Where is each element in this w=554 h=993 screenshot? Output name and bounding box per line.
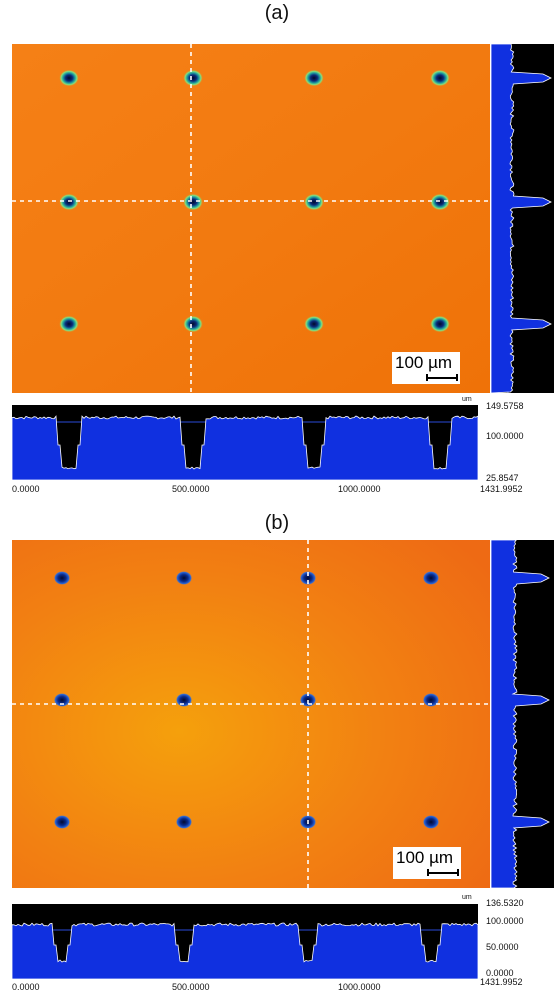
- hole-r0-c1: [183, 69, 203, 87]
- panel-b-unit: um: [462, 894, 472, 901]
- panel-a-unit: um: [462, 396, 472, 403]
- panel-b-ztick-0: 0.0000: [486, 968, 514, 978]
- panel-b-ztick-100: 100.0000: [486, 916, 524, 926]
- panel-b-map-svg: [12, 540, 490, 888]
- hole-r2-c1: [176, 815, 192, 829]
- panel-b-label: (b): [264, 512, 290, 534]
- panel-a-height-map: 100 µm: [12, 44, 490, 393]
- panel-a-ztick-max: 149.5758: [486, 401, 524, 411]
- panel-a-scalebar: 100 µm: [392, 352, 460, 384]
- panel-b-horizontal-profile: [12, 904, 478, 979]
- panel-a-background: [12, 44, 490, 393]
- panel-b-xtick-max: 1431.9952: [480, 977, 523, 987]
- panel-a-horizontal-profile: [12, 405, 478, 480]
- hole-r0-c2: [304, 69, 324, 87]
- panel-b-ztick-max: 136.5320: [486, 898, 524, 908]
- panel-a-vprofile-trace: [491, 44, 552, 393]
- panel-b-scalebar-line: [427, 872, 459, 874]
- hole-r2-c1: [183, 315, 203, 333]
- panel-b-ztick-50: 50.0000: [486, 942, 519, 952]
- panel-a-vertical-profile-svg: [491, 44, 552, 393]
- hole-r2-c0: [59, 315, 79, 333]
- panel-b-height-map: 100 µm: [12, 540, 490, 888]
- panel-b-scalebar-end-right: [457, 869, 459, 876]
- panel-a-horizontal-profile-svg: [12, 415, 478, 480]
- panel-a-ztick-min: 25.8547: [486, 473, 519, 483]
- hole-r0-c0: [59, 69, 79, 87]
- panel-b-scalebar: 100 µm: [393, 847, 461, 879]
- panel-a-xtick-500: 500.0000: [172, 484, 210, 494]
- panel-b-hprofile-trace: [12, 922, 478, 979]
- hole-r0-c3: [430, 69, 450, 87]
- hole-r0-c0: [54, 571, 70, 585]
- panel-b-scalebar-end-left: [427, 869, 429, 876]
- hole-r1-c0: [54, 693, 70, 707]
- hole-r1-c1: [183, 193, 203, 211]
- panel-b-vertical-profile-svg: [491, 540, 550, 888]
- panel-a-scalebar-end-right: [456, 374, 458, 381]
- hole-r0-c3: [423, 571, 439, 585]
- hole-r0-c2: [300, 571, 316, 585]
- hole-r2-c0: [54, 815, 70, 829]
- panel-a-xtick-0: 0.0000: [12, 484, 40, 494]
- hole-r1-c3: [430, 193, 450, 211]
- hole-r1-c3: [423, 693, 439, 707]
- panel-b-scalebar-label: 100 µm: [396, 848, 454, 867]
- panel-a-vertical-profile: [491, 44, 554, 393]
- panel-b-background: [12, 540, 490, 888]
- panel-b-xtick-0: 0.0000: [12, 982, 40, 992]
- hole-r0-c1: [176, 571, 192, 585]
- panel-a-xtick-1000: 1000.0000: [338, 484, 381, 494]
- panel-b-xtick-500: 500.0000: [172, 982, 210, 992]
- panel-b-vprofile-trace: [491, 540, 550, 888]
- hole-r1-c0: [59, 193, 79, 211]
- panel-a-label: (a): [264, 2, 290, 24]
- panel-a-scalebar-end-left: [426, 374, 428, 381]
- panel-b-xtick-1000: 1000.0000: [338, 982, 381, 992]
- panel-b-vertical-profile: [491, 540, 554, 888]
- panel-a-xtick-max: 1431.9952: [480, 484, 523, 494]
- hole-r2-c3: [430, 315, 450, 333]
- panel-a-map-svg: [12, 44, 490, 393]
- panel-b-horizontal-profile-svg: [12, 922, 478, 979]
- panel-b-holes: [54, 571, 439, 829]
- hole-r2-c3: [423, 815, 439, 829]
- panel-a-hprofile-trace: [12, 415, 478, 480]
- panel-a-scalebar-label: 100 µm: [395, 353, 453, 372]
- hole-r2-c2: [304, 315, 324, 333]
- panel-a-ztick-mid: 100.0000: [486, 431, 524, 441]
- hole-r1-c2: [304, 193, 324, 211]
- panel-a-holes: [59, 69, 450, 333]
- panel-a-scalebar-line: [426, 377, 458, 379]
